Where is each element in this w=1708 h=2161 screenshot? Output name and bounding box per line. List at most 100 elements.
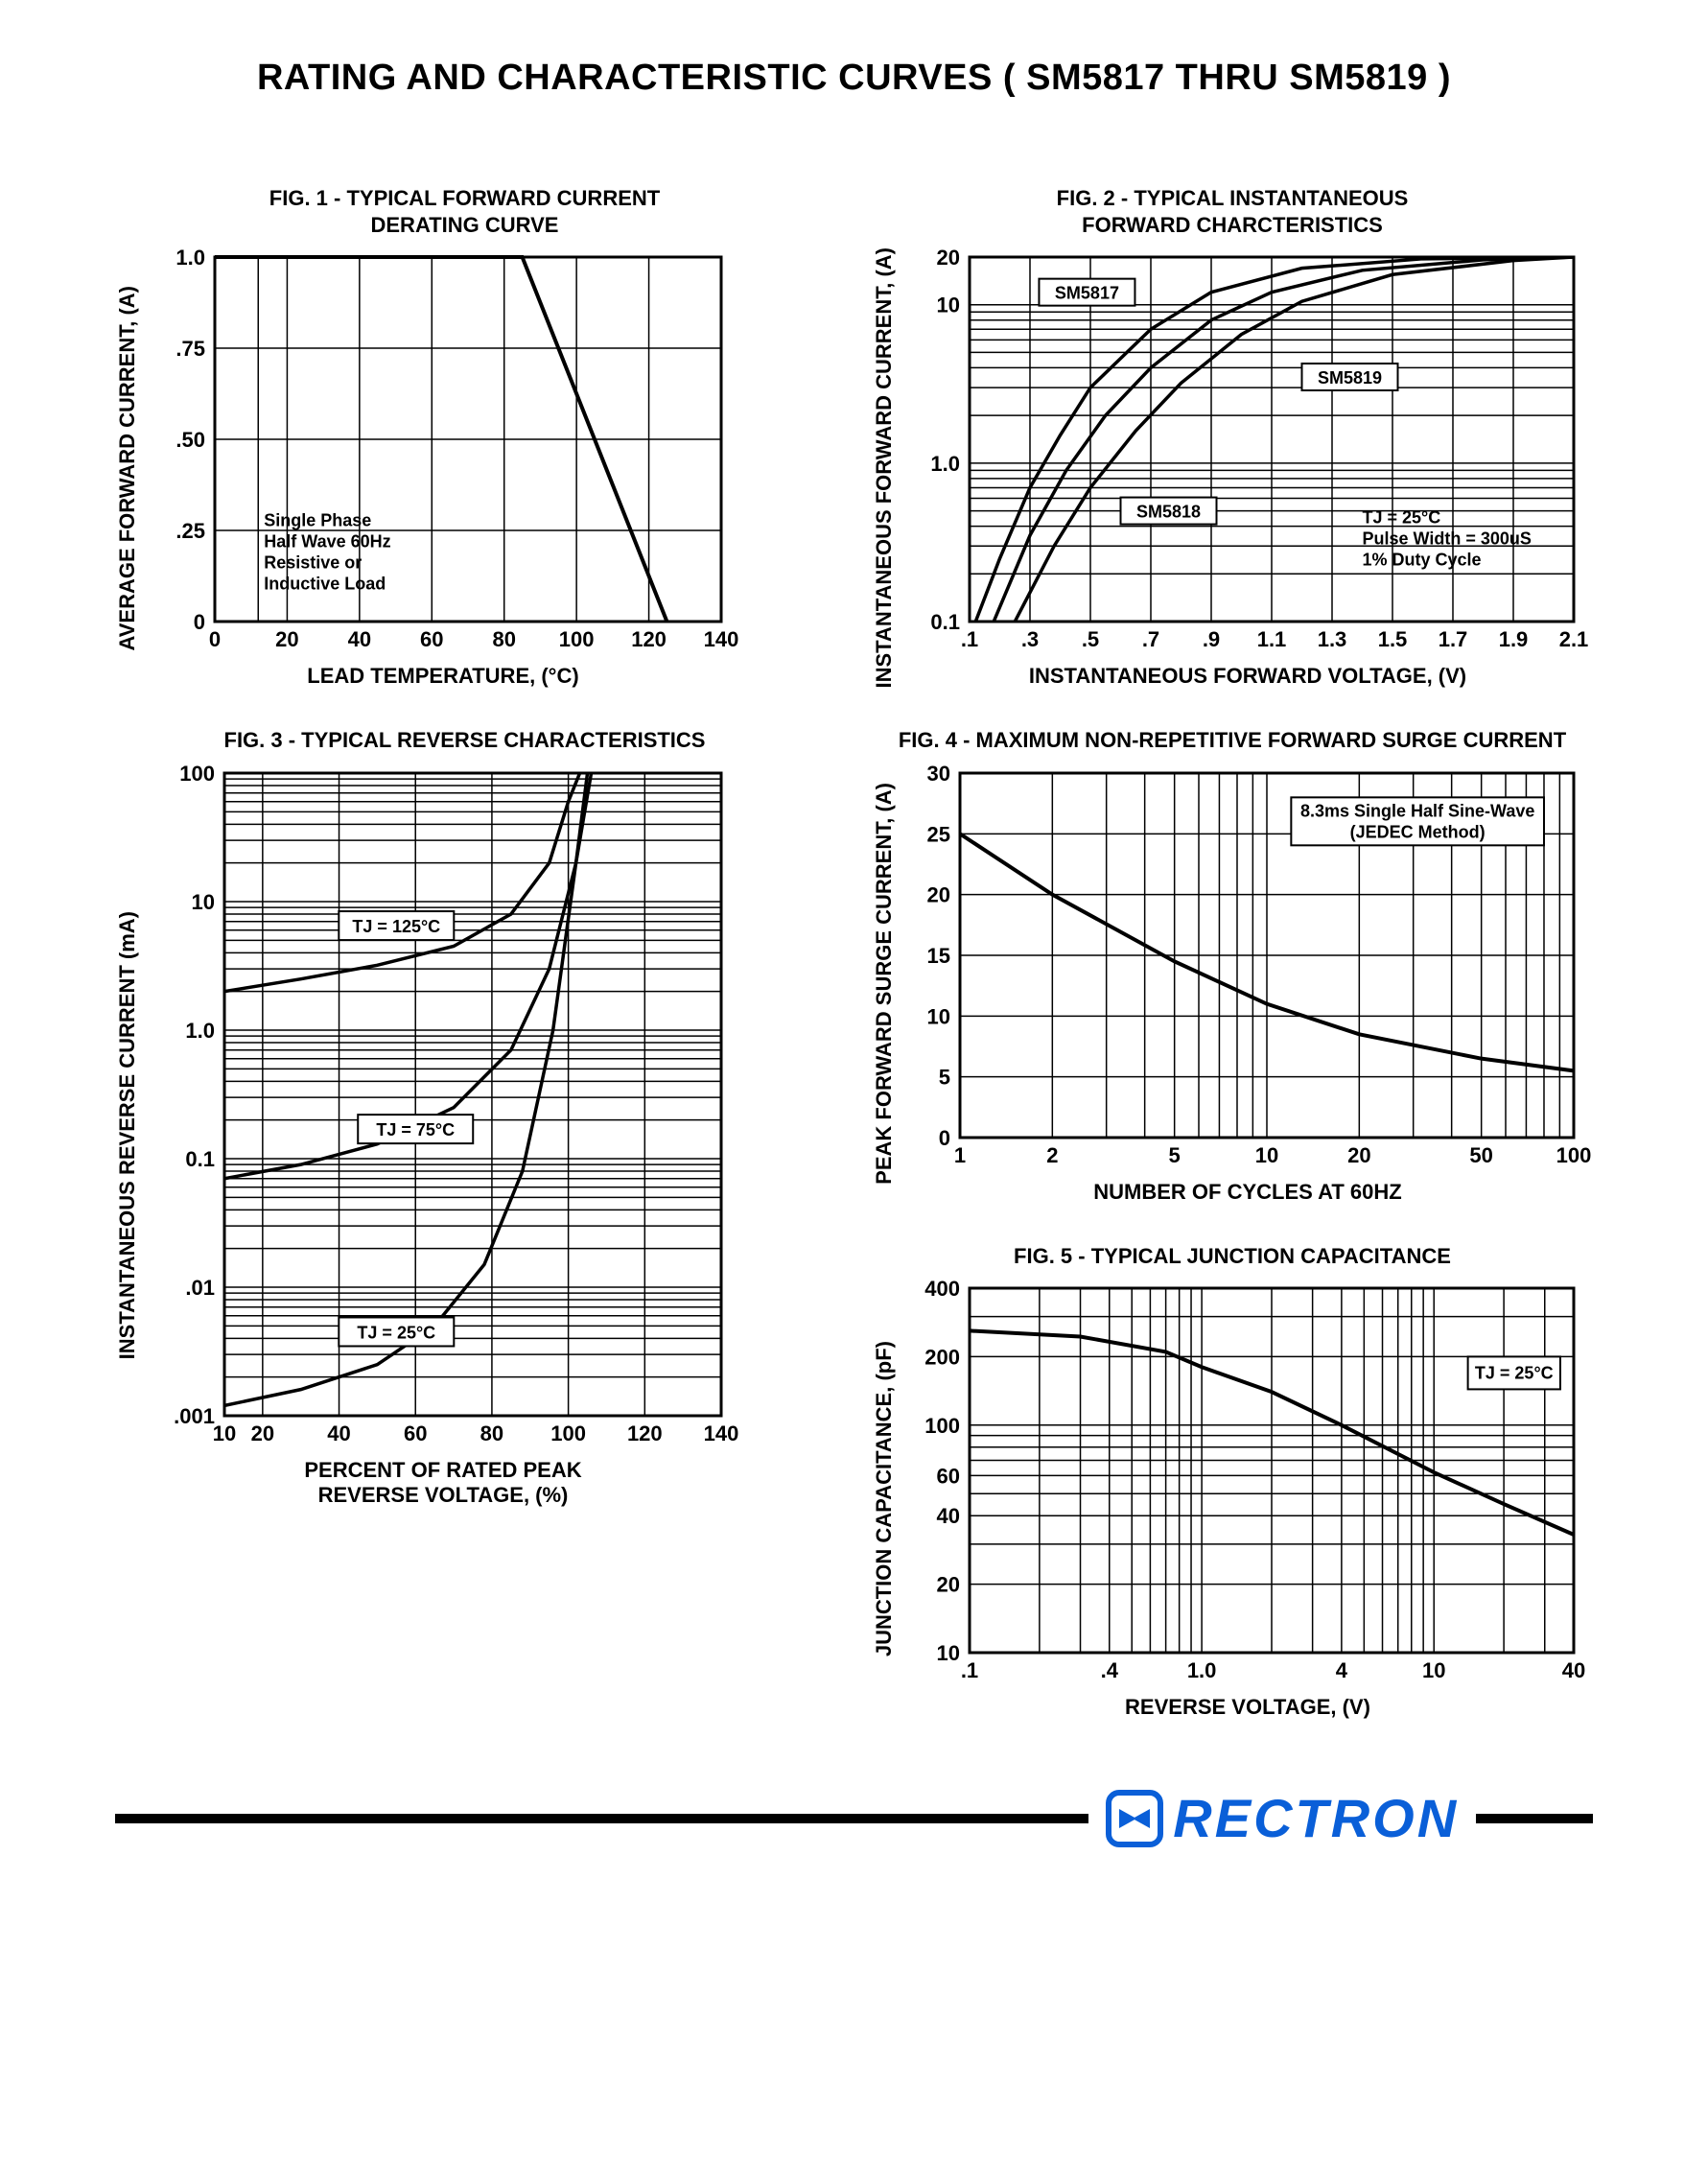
fig2-title: FIG. 2 - TYPICAL INSTANTANEOUS FORWARD C… <box>872 185 1593 238</box>
svg-text:SM5818: SM5818 <box>1136 503 1201 522</box>
svg-text:0: 0 <box>939 1126 950 1150</box>
fig1-cell: FIG. 1 - TYPICAL FORWARD CURRENT DERATIN… <box>115 185 814 689</box>
svg-text:TJ = 25°C: TJ = 25°C <box>1475 1363 1554 1382</box>
svg-text:5: 5 <box>939 1065 950 1089</box>
svg-text:100: 100 <box>924 1414 960 1438</box>
fig1-ylabel: AVERAGE FORWARD CURRENT, (A) <box>115 286 140 651</box>
svg-text:10: 10 <box>192 890 215 914</box>
svg-text:(JEDEC Method): (JEDEC Method) <box>1350 822 1486 841</box>
fig5-title: FIG. 5 - TYPICAL JUNCTION CAPACITANCE <box>872 1243 1593 1270</box>
fig4-cell: FIG. 4 - MAXIMUM NON-REPETITIVE FORWARD … <box>872 727 1593 1205</box>
svg-text:.01: .01 <box>185 1276 215 1300</box>
svg-text:2: 2 <box>1046 1143 1058 1167</box>
footer-bar-left <box>115 1814 1088 1823</box>
svg-text:.4: .4 <box>1101 1658 1119 1682</box>
footer-bar-right <box>1476 1814 1593 1823</box>
svg-text:50: 50 <box>1469 1143 1492 1167</box>
svg-text:25: 25 <box>927 822 950 846</box>
svg-text:SM5817: SM5817 <box>1055 284 1119 303</box>
page-title: RATING AND CHARACTERISTIC CURVES ( SM581… <box>115 58 1593 99</box>
svg-text:140: 140 <box>704 1421 739 1445</box>
svg-text:100: 100 <box>1556 1143 1592 1167</box>
svg-text:140: 140 <box>704 627 739 651</box>
svg-text:0.1: 0.1 <box>930 610 960 634</box>
svg-text:60: 60 <box>937 1464 960 1488</box>
fig4-ylabel: PEAK FORWARD SURGE CURRENT, (A) <box>872 783 897 1185</box>
svg-text:.25: .25 <box>175 519 205 543</box>
svg-text:0: 0 <box>209 627 221 651</box>
svg-text:1.0: 1.0 <box>185 1019 215 1043</box>
svg-text:1.9: 1.9 <box>1499 627 1529 651</box>
svg-text:120: 120 <box>631 627 667 651</box>
svg-text:100: 100 <box>559 627 595 651</box>
fig2-cell: FIG. 2 - TYPICAL INSTANTANEOUS FORWARD C… <box>872 185 1593 689</box>
fig3-ylabel: INSTANTANEOUS REVERSE CURRENT (mA) <box>115 911 140 1359</box>
svg-text:.3: .3 <box>1021 627 1039 651</box>
svg-text:TJ = 75°C: TJ = 75°C <box>376 1120 455 1139</box>
svg-text:10: 10 <box>1422 1658 1445 1682</box>
svg-text:400: 400 <box>924 1279 960 1301</box>
brand-logo-icon <box>1106 1790 1163 1847</box>
fig2-chart: .1.3.5.7.91.11.31.51.71.92.10.11.01020SM… <box>902 247 1593 660</box>
fig4-xlabel: NUMBER OF CYCLES AT 60HZ <box>902 1180 1593 1205</box>
svg-text:1: 1 <box>954 1143 966 1167</box>
svg-text:10: 10 <box>927 1004 950 1028</box>
fig3-xlabel: PERCENT OF RATED PEAK REVERSE VOLTAGE, (… <box>146 1458 740 1508</box>
svg-text:8.3ms Single Half Sine-Wave: 8.3ms Single Half Sine-Wave <box>1300 801 1534 820</box>
svg-text:1% Duty Cycle: 1% Duty Cycle <box>1363 551 1482 570</box>
footer: RECTRON <box>115 1787 1593 1849</box>
svg-text:Pulse Width = 300uS: Pulse Width = 300uS <box>1363 529 1532 549</box>
svg-text:40: 40 <box>348 627 371 651</box>
svg-text:20: 20 <box>1347 1143 1370 1167</box>
svg-text:40: 40 <box>1562 1658 1585 1682</box>
svg-text:10: 10 <box>937 1641 960 1665</box>
svg-text:1.0: 1.0 <box>930 452 960 476</box>
svg-text:10: 10 <box>1255 1143 1278 1167</box>
svg-text:120: 120 <box>627 1421 663 1445</box>
fig3-chart: 10 20 40 60 80 100 120 140 .001 .01 0.1 1.0 10 100 TJ … <box>146 763 740 1454</box>
svg-text:1.7: 1.7 <box>1439 627 1468 651</box>
svg-text:2.1: 2.1 <box>1559 627 1589 651</box>
svg-text:.001: .001 <box>174 1404 215 1428</box>
svg-text:200: 200 <box>924 1345 960 1369</box>
svg-text:TJ = 25°C: TJ = 25°C <box>357 1323 435 1342</box>
svg-text:80: 80 <box>492 627 515 651</box>
svg-text:.1: .1 <box>961 627 978 651</box>
svg-text:TJ = 125°C: TJ = 125°C <box>352 917 440 936</box>
brand-logo: RECTRON <box>1106 1787 1459 1849</box>
svg-text:1.0: 1.0 <box>175 247 205 270</box>
svg-text:60: 60 <box>404 1421 427 1445</box>
fig5-chart: .1.41.04104010204060100200400TJ = 25°C <box>902 1279 1593 1691</box>
svg-text:Resistive or: Resistive or <box>264 552 362 572</box>
svg-text:60: 60 <box>420 627 443 651</box>
svg-text:.7: .7 <box>1142 627 1159 651</box>
svg-text:Half Wave 60Hz: Half Wave 60Hz <box>264 531 390 551</box>
svg-text:.50: .50 <box>175 428 205 452</box>
svg-text:15: 15 <box>927 944 950 968</box>
fig3-cell: FIG. 3 - TYPICAL REVERSE CHARACTERISTICS… <box>115 727 814 1720</box>
svg-text:0: 0 <box>194 610 205 634</box>
svg-text:40: 40 <box>327 1421 350 1445</box>
svg-text:10: 10 <box>213 1421 236 1445</box>
fig2-ylabel: INSTANTANEOUS FORWARD CURRENT, (A) <box>872 247 897 689</box>
svg-text:80: 80 <box>480 1421 503 1445</box>
svg-text:100: 100 <box>550 1421 586 1445</box>
svg-text:20: 20 <box>927 882 950 906</box>
svg-text:Single Phase: Single Phase <box>264 510 371 529</box>
svg-text:20: 20 <box>275 627 298 651</box>
brand-name: RECTRON <box>1173 1787 1459 1849</box>
charts-grid: FIG. 1 - TYPICAL FORWARD CURRENT DERATIN… <box>115 185 1593 1720</box>
svg-text:SM5819: SM5819 <box>1318 368 1382 388</box>
svg-text:1.1: 1.1 <box>1257 627 1287 651</box>
svg-text:40: 40 <box>937 1504 960 1528</box>
svg-text:10: 10 <box>937 294 960 317</box>
svg-text:1.3: 1.3 <box>1318 627 1347 651</box>
svg-text:20: 20 <box>251 1421 274 1445</box>
svg-text:100: 100 <box>179 763 215 786</box>
fig2-xlabel: INSTANTANEOUS FORWARD VOLTAGE, (V) <box>902 664 1593 689</box>
fig1-chart: 0204060801001201400.25.50.751.0Single Ph… <box>146 247 740 660</box>
svg-text:0.1: 0.1 <box>185 1147 215 1171</box>
svg-text:Inductive Load: Inductive Load <box>264 574 386 593</box>
svg-text:30: 30 <box>927 763 950 786</box>
svg-text:4: 4 <box>1336 1658 1348 1682</box>
